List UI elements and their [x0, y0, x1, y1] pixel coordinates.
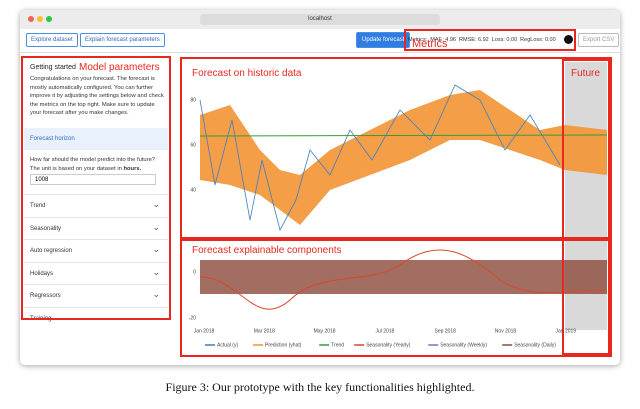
accordion-item[interactable]: Seasonality: [24, 216, 168, 239]
highlight: [404, 29, 576, 51]
accordion-item[interactable]: Regressors: [24, 284, 168, 306]
horizon-header[interactable]: Forecast horizon: [24, 128, 168, 150]
explore-button[interactable]: Explore dataset: [26, 33, 78, 47]
x-tick-label: May 2018: [314, 328, 336, 334]
update-button[interactable]: Update forecast: [356, 32, 411, 48]
minimize[interactable]: [37, 16, 43, 22]
y2-tick-label: -20: [189, 315, 196, 321]
trend-line: [199, 134, 608, 137]
accordion-item[interactable]: Auto regression: [24, 239, 168, 261]
export-button[interactable]: Export CSV: [578, 33, 620, 47]
annotation: Metrics: [412, 38, 448, 50]
metrics: Metrics: MAE: 4.96 RMSE: 6.92 Loss: 0.00…: [408, 37, 556, 43]
close[interactable]: [28, 16, 34, 22]
y-tick-label: 40: [190, 187, 196, 193]
legend-label: Prediction (yhat): [265, 342, 302, 348]
question: How far should the model predict into th…: [30, 157, 156, 172]
sidebar-intro: Congratulations on your forecast. The fo…: [30, 76, 164, 116]
horizon-input[interactable]: 1008: [30, 174, 156, 185]
accordion-item[interactable]: Holidays: [24, 261, 168, 284]
annotation: Forecast on historic data: [192, 68, 302, 79]
unit: hours.: [123, 165, 142, 172]
actual-line: [199, 84, 561, 232]
info-icon[interactable]: [564, 35, 573, 44]
url-bar[interactable]: localhost: [200, 14, 440, 25]
prediction-band: [200, 90, 607, 225]
highlight: [562, 59, 610, 355]
legend-label: Actual (y): [217, 342, 238, 348]
x-tick-label: Jul 2018: [375, 328, 394, 334]
highlight: [180, 239, 612, 357]
legend-label: Seasonality (Weekly): [440, 342, 487, 348]
x-tick-label: Jan 2019: [556, 328, 577, 334]
annotation: Forecast explainable components: [192, 245, 342, 256]
maximize[interactable]: [46, 16, 52, 22]
yearly-seasonality: [199, 249, 608, 310]
legend-label: Trend: [331, 342, 344, 348]
x-tick-label: Jan 2018: [194, 328, 215, 334]
annotation: Future: [571, 68, 600, 79]
x-tick-label: Sep 2018: [434, 328, 456, 334]
highlight: [21, 56, 171, 320]
annotation: Model parameters: [79, 62, 160, 73]
y-tick-label: 80: [190, 97, 196, 103]
daily-band: [200, 260, 607, 294]
legend-label: Seasonality (Daily): [514, 342, 556, 348]
title-bar: localhost: [20, 10, 620, 29]
x-tick-label: Nov 2018: [495, 328, 517, 334]
horizon-question: How far should the model predict into th…: [30, 156, 166, 173]
legend-label: Seasonality (Yearly): [366, 342, 411, 348]
caption: Figure 3: Our prototype with the key fun…: [165, 380, 475, 394]
y-tick-label: 60: [190, 142, 196, 148]
sidebar-title: Getting started: [30, 64, 76, 71]
accordion-item[interactable]: Trend: [24, 194, 168, 216]
x-tick-label: Mar 2018: [254, 328, 275, 334]
explain-button[interactable]: Explain forecast parameters: [80, 33, 165, 47]
y2-tick-label: 0: [193, 269, 196, 275]
highlight: [180, 57, 612, 239]
divider: [20, 52, 620, 53]
